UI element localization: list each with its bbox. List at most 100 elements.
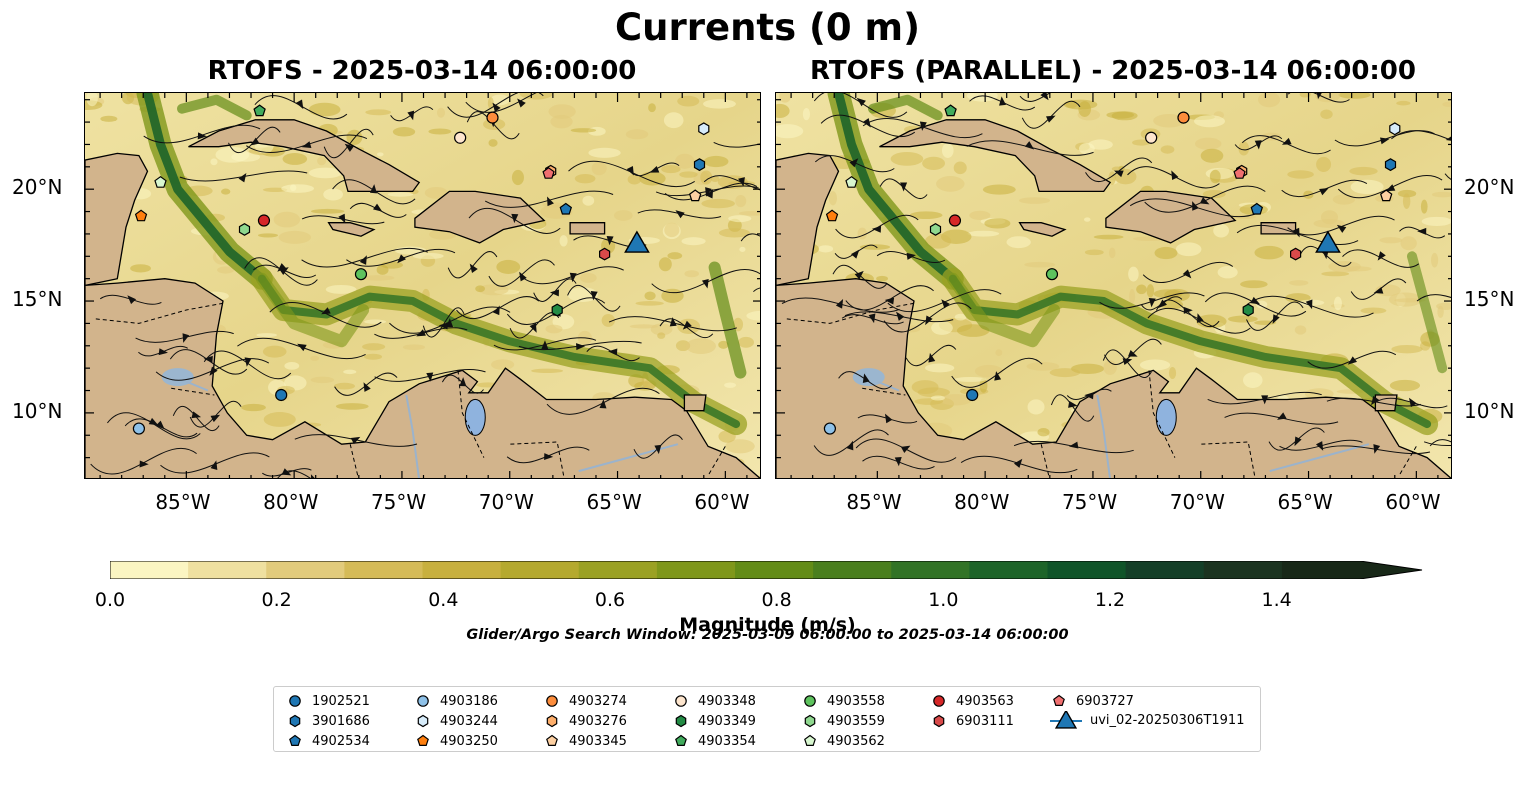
marker-6903111 <box>1289 247 1302 261</box>
legend-item: 4903276 <box>543 712 627 730</box>
legend-label: uvi_02-20250306T1911 <box>1090 712 1245 728</box>
marker-uvi_02-20250306T1911 <box>624 230 650 253</box>
colorbar-extend-arrow <box>1360 561 1422 579</box>
legend-shape-icon <box>804 734 816 746</box>
panel-title-rtofs: RTOFS - 2025-03-14 06:00:00 <box>207 56 637 86</box>
legend-shape-icon <box>804 695 816 707</box>
figure-title: Currents (0 m) <box>614 6 920 49</box>
marker-legend: 1902521 3901686 4902534 4903186 4903244 49032… <box>273 686 1261 752</box>
marker-4903563 <box>257 214 271 227</box>
legend-item: 4903345 <box>543 732 627 750</box>
legend-marker-icon <box>804 734 816 746</box>
marker-4903348 <box>1145 131 1158 144</box>
legend-label: 4903345 <box>569 733 627 749</box>
legend-marker-icon <box>546 734 558 746</box>
legend-marker-icon <box>289 714 301 728</box>
map-canvas <box>85 93 760 478</box>
legend-marker-icon <box>933 695 945 707</box>
legend-marker-icon <box>804 695 816 707</box>
y-tick-label: 20°N <box>1464 175 1515 200</box>
x-tick-label: 70°W <box>478 490 534 514</box>
legend-item: 4902534 <box>286 732 370 750</box>
colorbar-tick-label: 1.2 <box>1094 589 1126 611</box>
legend-item: 4903558 <box>801 692 885 710</box>
legend-label: 4903250 <box>440 733 498 749</box>
colorbar-tick-label: 0.4 <box>428 589 459 611</box>
marker-3901686 <box>1384 158 1397 172</box>
x-tick-label: 85°W <box>155 490 211 514</box>
legend-shape-icon <box>1053 694 1065 706</box>
marker-6903111 <box>598 247 611 261</box>
legend-marker-icon <box>675 714 687 728</box>
y-tick-label: 20°N <box>12 175 63 200</box>
legend-label: 4903559 <box>827 713 885 729</box>
marker-4902534 <box>1250 202 1264 215</box>
marker-4903558 <box>1045 268 1059 281</box>
colorbar-segment <box>1281 561 1361 579</box>
search-window-note: Glider/Argo Search Window: 2025-03-09 06… <box>466 627 1069 643</box>
legend-shape-icon <box>675 734 687 746</box>
marker-4902534 <box>559 202 573 215</box>
legend-marker-icon <box>546 714 558 728</box>
legend-shape-icon <box>546 734 558 746</box>
x-tick-label: 80°W <box>263 490 319 514</box>
colorbar-ramp <box>109 560 1423 580</box>
marker-4903244 <box>698 122 710 136</box>
legend-item: 1902521 <box>286 692 370 710</box>
marker-6903727 <box>1233 167 1246 179</box>
legend-item: 4903186 <box>414 692 498 710</box>
legend-marker-icon <box>289 734 301 746</box>
legend-item: 4903349 <box>672 712 756 730</box>
legend-marker-icon <box>289 695 301 707</box>
colorbar-label: Magnitude (m/s) <box>679 614 856 636</box>
y-tick-label: 15°N <box>12 287 63 312</box>
x-tick-label: 70°W <box>1169 490 1225 514</box>
legend-marker-icon <box>417 734 429 746</box>
colorbar-segment <box>735 561 814 579</box>
marker-4903349 <box>1242 303 1254 317</box>
colorbar-segment <box>266 561 345 579</box>
x-tick-label: 60°W <box>694 490 750 514</box>
marker-4903345 <box>688 189 702 202</box>
marker-4903563 <box>948 214 962 227</box>
marker-4903559 <box>238 223 251 236</box>
y-tick-label: 15°N <box>1464 287 1515 312</box>
legend-label: 4903563 <box>956 693 1014 709</box>
legend-item: 4903250 <box>414 732 498 750</box>
marker-4903250 <box>134 209 148 222</box>
colorbar-segment <box>1125 561 1205 579</box>
map-canvas <box>776 93 1451 478</box>
legend-item: 4903559 <box>801 712 885 730</box>
marker-4903349 <box>551 303 563 317</box>
legend-item: 4903562 <box>801 732 885 750</box>
x-tick-label: 75°W <box>370 490 427 514</box>
colorbar <box>109 560 1430 583</box>
colorbar-tick-label: 0.8 <box>761 589 792 611</box>
colorbar-segment <box>344 561 423 579</box>
x-tick-label: 60°W <box>1385 490 1441 514</box>
legend-marker-icon <box>675 734 687 746</box>
legend-shape-icon <box>546 714 558 728</box>
legend-label: 6903727 <box>1076 693 1134 709</box>
x-tick-label: 65°W <box>586 490 642 514</box>
legend-item: 4903274 <box>543 692 627 710</box>
legend-label: 4903354 <box>698 733 756 749</box>
legend-item: 6903111 <box>930 712 1014 730</box>
colorbar-tick-label: 0.2 <box>261 589 292 611</box>
land-jamaica <box>1018 222 1067 237</box>
legend-item: 6903727 <box>1050 692 1134 710</box>
panel-title-rtofs-parallel: RTOFS (PARALLEL) - 2025-03-14 06:00:00 <box>810 56 1416 86</box>
marker-4903562 <box>154 175 167 188</box>
colorbar-tick-label: 1.0 <box>928 589 959 611</box>
legend-item: 4903244 <box>414 712 498 730</box>
land-yucatan <box>776 152 840 287</box>
colorbar-segment <box>656 561 736 579</box>
marker-4903250 <box>825 209 839 222</box>
colorbar-segment <box>110 561 189 579</box>
legend-marker-icon <box>675 695 687 707</box>
legend-label: 4903349 <box>698 713 756 729</box>
legend-label: 4903562 <box>827 733 885 749</box>
land-cuba <box>879 119 1112 193</box>
marker-4903186 <box>823 422 837 435</box>
colorbar-tick-label: 0.0 <box>94 589 126 611</box>
